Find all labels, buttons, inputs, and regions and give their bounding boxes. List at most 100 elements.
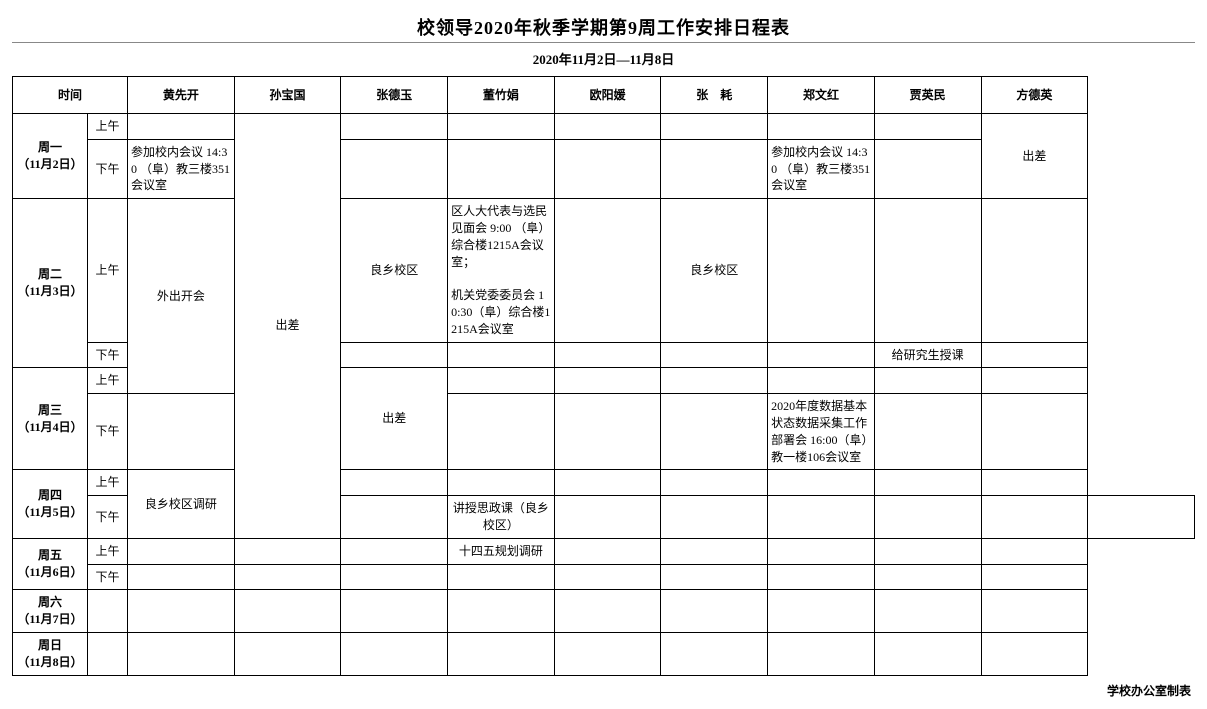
day-date: （11月4日） — [17, 420, 82, 434]
ampm-cell: 上午 — [88, 114, 128, 140]
cell — [661, 139, 768, 198]
cell — [234, 632, 341, 675]
cell — [554, 632, 661, 675]
cell: 参加校内会议 14:30 （阜）教三楼351会议室 — [128, 139, 235, 198]
cell: 出差 — [234, 114, 341, 539]
footer-text: 学校办公室制表 — [12, 676, 1195, 699]
cell — [981, 632, 1088, 675]
cell — [874, 470, 981, 496]
header-row: 时间 黄先开 孙宝国 张德玉 董竹娟 欧阳媛 张 耗 郑文红 贾英民 方德英 — [13, 77, 1195, 114]
cell — [128, 538, 235, 564]
day-date: （11月3日） — [17, 284, 82, 298]
cell — [661, 368, 768, 394]
table-row: 周二 （11月3日） 上午 外出开会 良乡校区 区人大代表与选民见面会 9:00… — [13, 199, 1195, 342]
cell — [981, 564, 1088, 590]
day-name: 周四 — [38, 488, 62, 502]
header-leader: 郑文红 — [768, 77, 875, 114]
cell — [448, 564, 555, 590]
day-date: （11月8日） — [17, 655, 82, 669]
table-row: 周四 （11月5日） 上午 良乡校区调研 — [13, 470, 1195, 496]
cell — [554, 342, 661, 368]
cell: 给研究生授课 — [874, 342, 981, 368]
cell — [874, 564, 981, 590]
day-name: 周六 — [38, 595, 62, 609]
cell — [874, 139, 981, 198]
cell — [874, 199, 981, 342]
ampm-cell — [88, 590, 128, 633]
day-label: 周一 （11月2日） — [13, 114, 88, 199]
header-leader: 贾英民 — [874, 77, 981, 114]
cell: 参加校内会议 14:30 （阜）教三楼351会议室 — [768, 139, 875, 198]
header-leader: 孙宝国 — [234, 77, 341, 114]
ampm-cell: 上午 — [88, 470, 128, 496]
cell — [768, 590, 875, 633]
cell: 良乡校区调研 — [128, 470, 235, 538]
cell — [554, 199, 661, 342]
cell — [448, 139, 555, 198]
day-name: 周五 — [38, 548, 62, 562]
cell — [448, 342, 555, 368]
ampm-cell: 上午 — [88, 538, 128, 564]
header-leader: 黄先开 — [128, 77, 235, 114]
header-leader: 方德英 — [981, 77, 1088, 114]
day-name: 周二 — [38, 267, 62, 281]
table-row: 下午 2020年度数据基本状态数据采集工作部署会 16:00（阜）教一楼106会… — [13, 394, 1195, 470]
cell — [448, 632, 555, 675]
header-leader: 董竹娟 — [448, 77, 555, 114]
day-label: 周日 （11月8日） — [13, 632, 88, 675]
cell — [341, 342, 448, 368]
cell: 十四五规划调研 — [448, 538, 555, 564]
cell — [554, 368, 661, 394]
cell — [234, 590, 341, 633]
cell — [768, 632, 875, 675]
cell — [661, 496, 768, 539]
cell — [128, 590, 235, 633]
cell — [874, 538, 981, 564]
cell — [554, 538, 661, 564]
cell — [874, 632, 981, 675]
cell — [874, 114, 981, 140]
cell — [554, 139, 661, 198]
cell — [234, 538, 341, 564]
cell — [981, 394, 1088, 470]
cell — [448, 394, 555, 470]
cell — [768, 496, 875, 539]
cell: 2020年度数据基本状态数据采集工作部署会 16:00（阜）教一楼106会议室 — [768, 394, 875, 470]
day-label: 周六 （11月7日） — [13, 590, 88, 633]
cell — [661, 470, 768, 496]
cell: 出差 — [981, 114, 1088, 199]
cell — [341, 139, 448, 198]
cell — [874, 590, 981, 633]
table-row: 下午 — [13, 564, 1195, 590]
cell — [768, 368, 875, 394]
cell — [981, 470, 1088, 496]
day-label: 周二 （11月3日） — [13, 199, 88, 368]
cell — [768, 564, 875, 590]
table-row: 周五 （11月6日） 上午 十四五规划调研 — [13, 538, 1195, 564]
cell — [661, 564, 768, 590]
cell: 区人大代表与选民见面会 9:00 （阜）综合楼1215A会议室； 机关党委委员会… — [448, 199, 555, 342]
cell — [661, 538, 768, 564]
cell — [768, 470, 875, 496]
cell — [341, 632, 448, 675]
table-row: 周一 （11月2日） 上午 出差 出差 — [13, 114, 1195, 140]
day-date: （11月5日） — [17, 505, 82, 519]
cell — [341, 590, 448, 633]
cell: 良乡校区 — [341, 199, 448, 342]
cell: 出差 — [341, 368, 448, 470]
cell — [554, 114, 661, 140]
cell — [874, 496, 981, 539]
cell: 外出开会 — [128, 199, 235, 394]
header-leader: 张 耗 — [661, 77, 768, 114]
day-name: 周三 — [38, 403, 62, 417]
header-time: 时间 — [13, 77, 128, 114]
ampm-cell: 下午 — [88, 394, 128, 470]
cell — [874, 368, 981, 394]
cell — [768, 342, 875, 368]
day-label: 周四 （11月5日） — [13, 470, 88, 538]
day-name: 周一 — [38, 140, 62, 154]
cell — [768, 114, 875, 140]
page-title: 校领导2020年秋季学期第9周工作安排日程表 — [12, 14, 1195, 40]
ampm-cell: 上午 — [88, 199, 128, 342]
day-date: （11月6日） — [17, 565, 82, 579]
